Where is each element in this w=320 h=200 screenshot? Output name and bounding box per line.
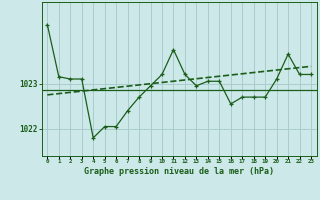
X-axis label: Graphe pression niveau de la mer (hPa): Graphe pression niveau de la mer (hPa)	[84, 167, 274, 176]
